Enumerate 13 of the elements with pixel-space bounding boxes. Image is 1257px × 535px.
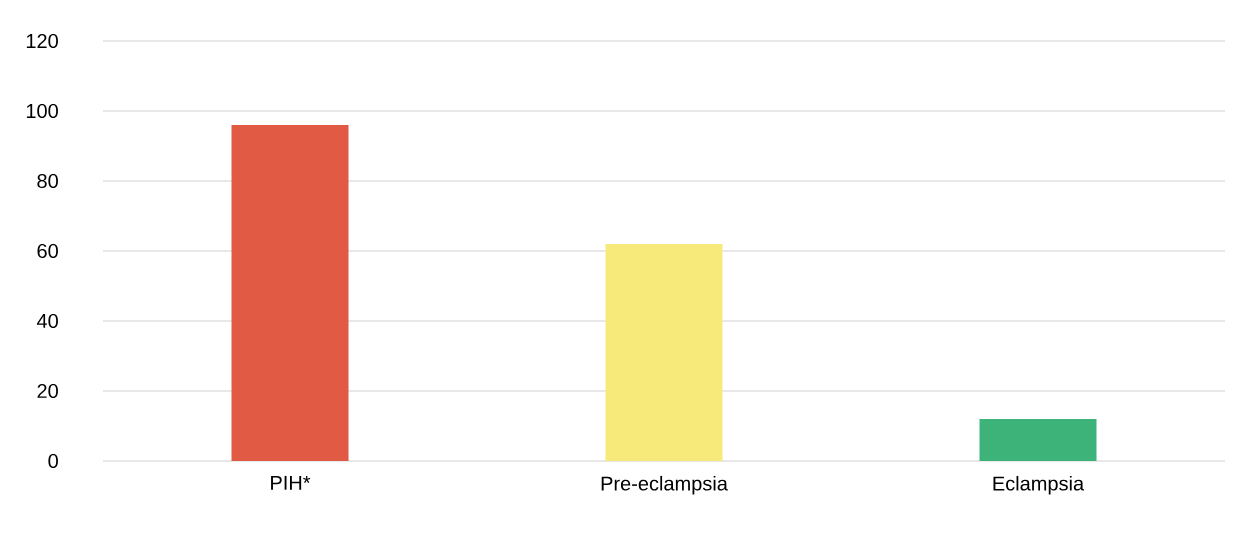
bar (231, 124, 349, 461)
y-tick-label: 100 (26, 103, 58, 119)
y-tick-label: 0 (48, 453, 58, 469)
y-tick-label: 80 (37, 173, 58, 189)
bar (605, 243, 723, 461)
bar (979, 418, 1097, 461)
x-tick-label: Pre-eclampsia (601, 475, 728, 495)
y-tick-label: 20 (37, 383, 58, 399)
y-tick-label: 60 (37, 243, 58, 259)
y-tick-label: 120 (26, 33, 58, 49)
y-tick-label: 40 (36, 313, 58, 329)
x-tick-label: PIH* (271, 475, 311, 490)
x-tick-label: Eclampsia (993, 475, 1085, 495)
